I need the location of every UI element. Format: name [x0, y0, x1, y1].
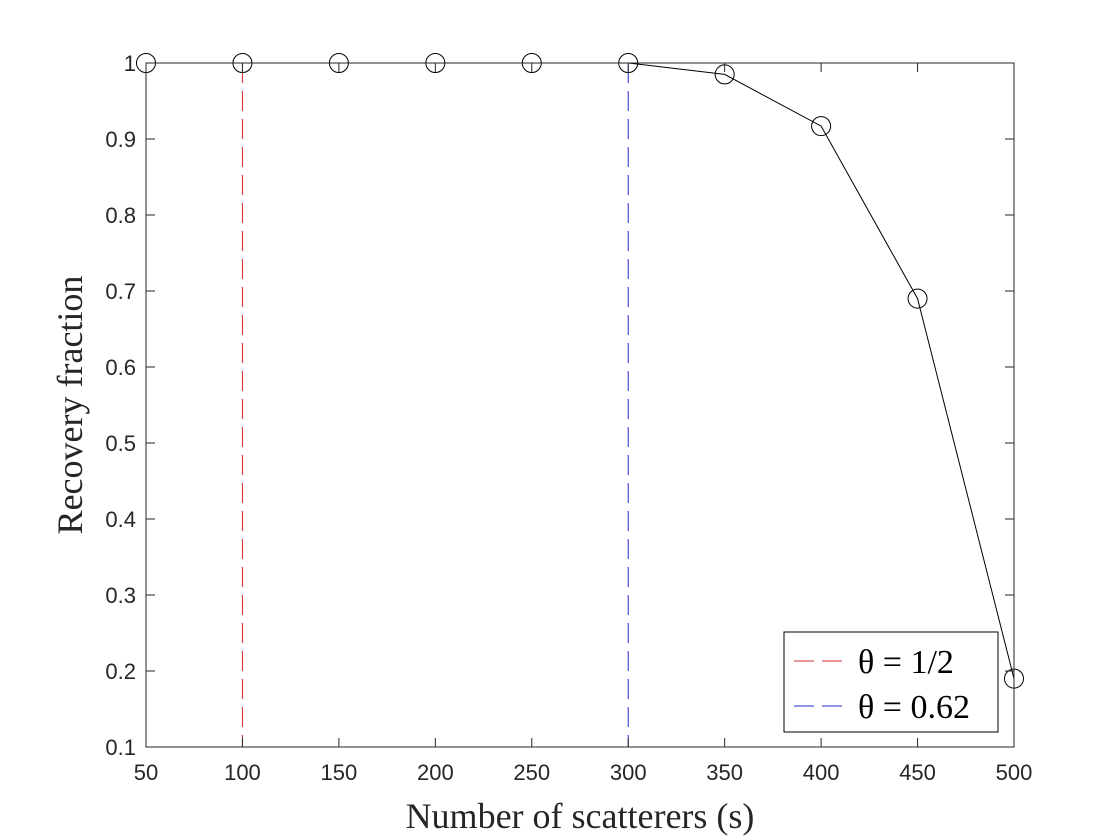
- y-tick-label: 0.4: [105, 507, 136, 532]
- y-tick-label: 0.8: [105, 203, 136, 228]
- legend-label: θ = 1/2: [858, 644, 954, 681]
- y-tick-label: 1: [124, 51, 136, 76]
- data-series: [136, 53, 1024, 689]
- axis-ticks: 50 100 150 200 250 300 350 400 450 500 0.1 0.2 0.3 0.…: [105, 51, 1032, 785]
- x-tick-label: 400: [803, 760, 840, 785]
- y-tick-label: 0.2: [105, 659, 136, 684]
- x-tick-label: 500: [996, 760, 1033, 785]
- x-tick-label: 50: [134, 760, 158, 785]
- y-axis-label: Recovery fraction: [50, 276, 90, 535]
- x-tick-label: 100: [224, 760, 261, 785]
- data-point: [811, 116, 832, 137]
- data-point: [907, 288, 928, 309]
- legend-box: [783, 631, 999, 733]
- axes-frame: [145, 62, 1015, 748]
- x-tick-label: 350: [706, 760, 743, 785]
- series-line: [146, 62, 1015, 679]
- x-axis-label: Number of scatterers (s): [406, 796, 755, 836]
- x-tick-label: 250: [513, 760, 550, 785]
- y-tick-label: 0.7: [105, 279, 136, 304]
- y-tick-label: 0.5: [105, 431, 136, 456]
- y-tick-label: 0.6: [105, 355, 136, 380]
- x-tick-label: 150: [321, 760, 358, 785]
- y-tick-label: 0.3: [105, 583, 136, 608]
- legend: θ = 1/2 θ = 0.62: [783, 631, 999, 733]
- legend-label: θ = 0.62: [858, 689, 970, 726]
- x-tick-label: 300: [610, 760, 647, 785]
- x-tick-label: 200: [417, 760, 454, 785]
- y-tick-label: 0.1: [105, 735, 136, 760]
- x-tick-label: 450: [899, 760, 936, 785]
- threshold-lines: [241, 63, 629, 747]
- y-tick-label: 0.9: [105, 127, 136, 152]
